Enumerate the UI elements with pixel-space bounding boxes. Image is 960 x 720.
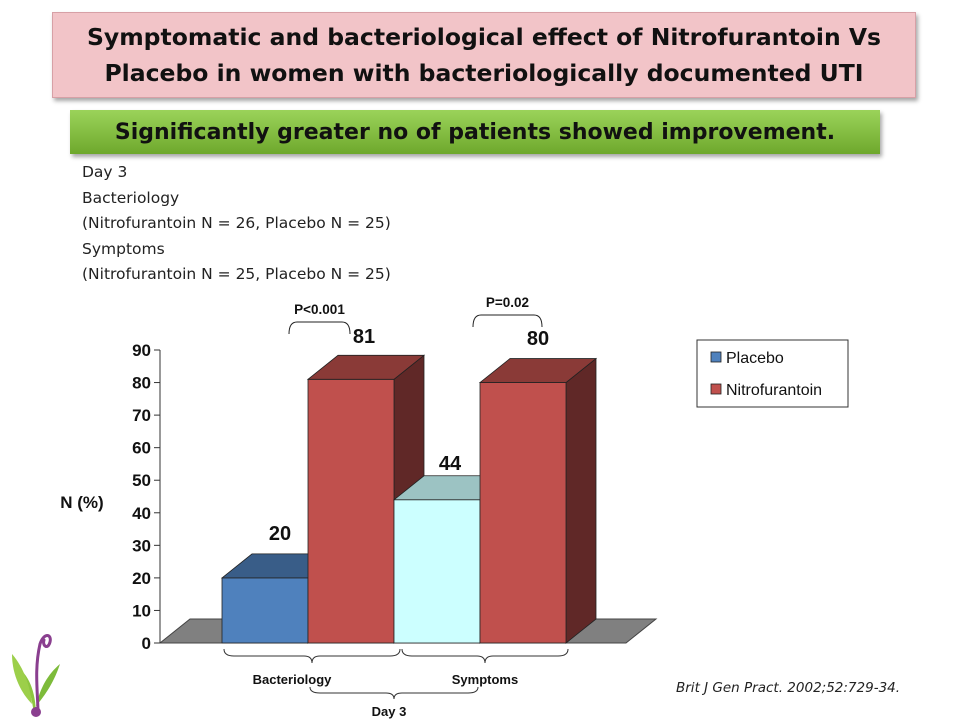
y-tick-label: 20	[132, 569, 151, 588]
citation: Brit J Gen Pract. 2002;52:729-34.	[676, 680, 901, 696]
bar-top-nitrofurantoin-symptoms	[478, 358, 598, 383]
x-category-label: Bacteriology	[253, 672, 333, 687]
y-axis-label: N (%)	[60, 493, 103, 512]
y-tick-label: 70	[132, 406, 151, 425]
x-group-label: Day 3	[372, 704, 407, 719]
bar-nitrofurantoin-symptoms	[479, 382, 567, 644]
study-notes: Day 3 Bacteriology (Nitrofurantoin N = 2…	[82, 160, 391, 288]
p-value-bracket	[288, 321, 351, 335]
note-day: Day 3	[82, 163, 128, 181]
legend-label-placebo: Placebo	[726, 350, 784, 367]
category-brace	[401, 648, 569, 664]
bar-placebo-bacteriology	[221, 577, 309, 644]
p-value-label: P<0.001	[294, 302, 345, 317]
bar-placebo-symptoms	[393, 499, 481, 644]
legend-box	[696, 339, 849, 408]
y-tick-label: 0	[142, 634, 151, 653]
y-tick-label: 30	[132, 536, 151, 555]
category-brace	[223, 648, 401, 664]
note-bacteriology-n: (Nitrofurantoin N = 26, Placebo N = 25)	[82, 214, 391, 232]
slide-title-box: Symptomatic and bacteriological effect o…	[52, 12, 916, 98]
legend-swatch-nitrofurantoin	[710, 383, 722, 395]
data-label-nitrofurantoin: 81	[353, 326, 375, 348]
group-brace	[309, 686, 479, 700]
x-category-label: Symptoms	[452, 672, 518, 687]
bar-side-nitrofurantoin-symptoms	[565, 357, 597, 644]
note-bacteriology: Bacteriology	[82, 188, 180, 207]
legend-swatch-placebo	[710, 351, 722, 363]
y-tick-label: 80	[132, 374, 151, 393]
bar-nitrofurantoin-bacteriology	[307, 378, 395, 644]
y-tick-label: 60	[132, 439, 151, 458]
y-tick-label: 10	[132, 601, 151, 620]
legend-label-nitrofurantoin: Nitrofurantoin	[726, 382, 822, 399]
p-value-label: P=0.02	[486, 295, 529, 310]
y-tick-label: 40	[132, 504, 151, 523]
data-label-nitrofurantoin: 80	[527, 328, 549, 350]
slide-subtitle-box: Significantly greater no of patients sho…	[70, 110, 880, 154]
bar-top-nitrofurantoin-bacteriology	[306, 354, 426, 380]
slide-subtitle: Significantly greater no of patients sho…	[114, 119, 836, 145]
note-symptoms: Symptoms	[82, 239, 165, 258]
y-tick-label: 90	[132, 341, 151, 360]
data-label-placebo: 44	[439, 453, 462, 475]
note-symptoms-n: (Nitrofurantoin N = 25, Placebo N = 25)	[82, 265, 391, 283]
leaf-logo-icon	[12, 634, 60, 717]
slide-title: Symptomatic and bacteriological effect o…	[86, 23, 882, 87]
p-value-bracket	[472, 314, 543, 328]
data-label-placebo: 20	[269, 523, 291, 545]
y-tick-label: 50	[132, 471, 151, 490]
